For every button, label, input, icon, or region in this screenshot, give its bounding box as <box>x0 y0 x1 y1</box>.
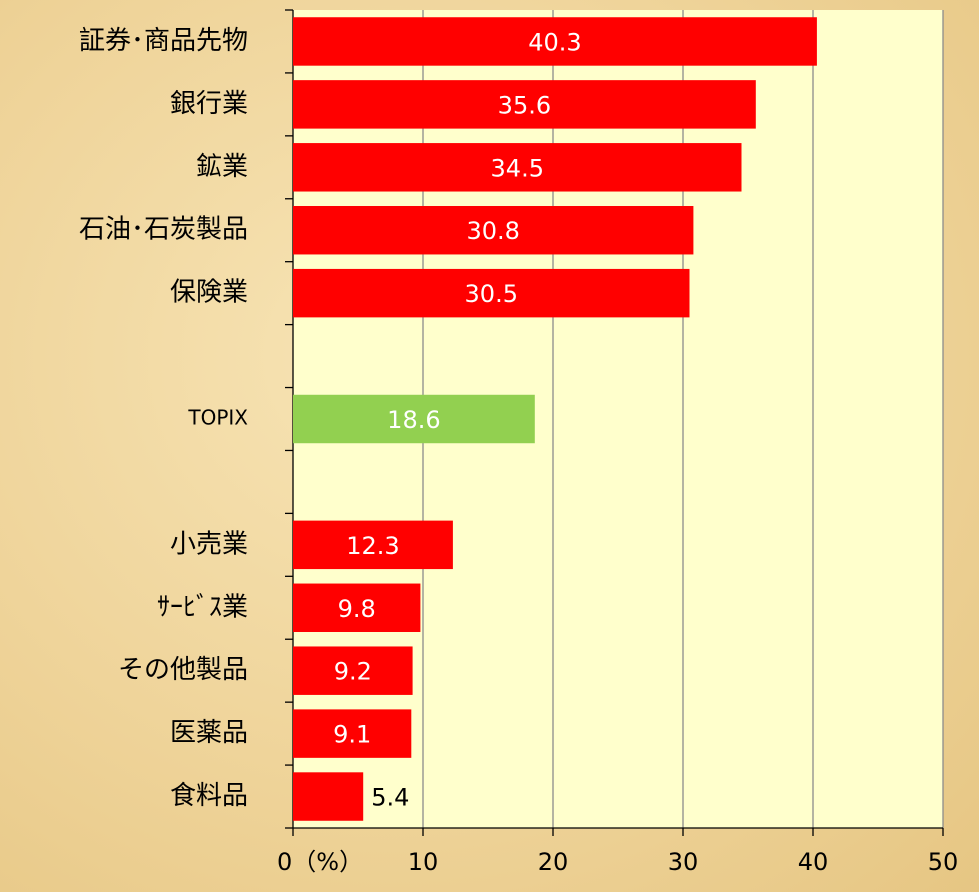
x-tick-label: 40 <box>798 848 829 876</box>
y-tick-label: 食料品 <box>170 781 248 811</box>
x-tick-label: 0（%） <box>277 848 363 876</box>
y-tick-label: 証券･商品先物 <box>79 26 248 56</box>
data-label: 30.8 <box>466 217 519 245</box>
x-tick-label: 10 <box>408 848 439 876</box>
bar <box>293 772 364 821</box>
bar <box>293 520 453 570</box>
y-tick-label: 銀行業 <box>170 89 248 119</box>
data-label: 40.3 <box>528 28 581 56</box>
bar <box>293 206 694 255</box>
bar <box>293 268 690 318</box>
bar <box>293 583 421 632</box>
bar <box>293 143 742 192</box>
y-tick-label: 小売業 <box>170 529 248 559</box>
data-label: 30.5 <box>465 280 518 308</box>
data-label: 18.6 <box>387 406 440 434</box>
data-label: 34.5 <box>491 154 544 182</box>
data-label: 9.1 <box>333 721 371 749</box>
bar <box>293 80 756 129</box>
y-tick-label: 保険業 <box>170 278 248 308</box>
y-tick-label: 鉱業 <box>196 152 248 182</box>
y-tick-label: TOPIX <box>187 406 248 430</box>
data-label: 35.6 <box>498 91 551 119</box>
y-tick-label: ｻｰﾋﾞｽ業 <box>157 592 248 622</box>
y-tick-label: 医薬品 <box>170 718 248 748</box>
bar <box>293 709 412 758</box>
x-tick-label: 30 <box>668 848 699 876</box>
bar <box>293 646 413 695</box>
data-label: 5.4 <box>371 784 409 812</box>
data-label: 12.3 <box>346 532 399 560</box>
y-tick-label: その他製品 <box>118 655 248 685</box>
y-tick-label: 石油･石炭製品 <box>79 215 248 245</box>
bar <box>293 17 817 66</box>
bar <box>293 394 535 444</box>
x-tick-label: 20 <box>538 848 569 876</box>
data-label: 9.2 <box>334 658 372 686</box>
data-label: 9.8 <box>338 595 376 623</box>
x-tick-label: 50 <box>928 848 959 876</box>
